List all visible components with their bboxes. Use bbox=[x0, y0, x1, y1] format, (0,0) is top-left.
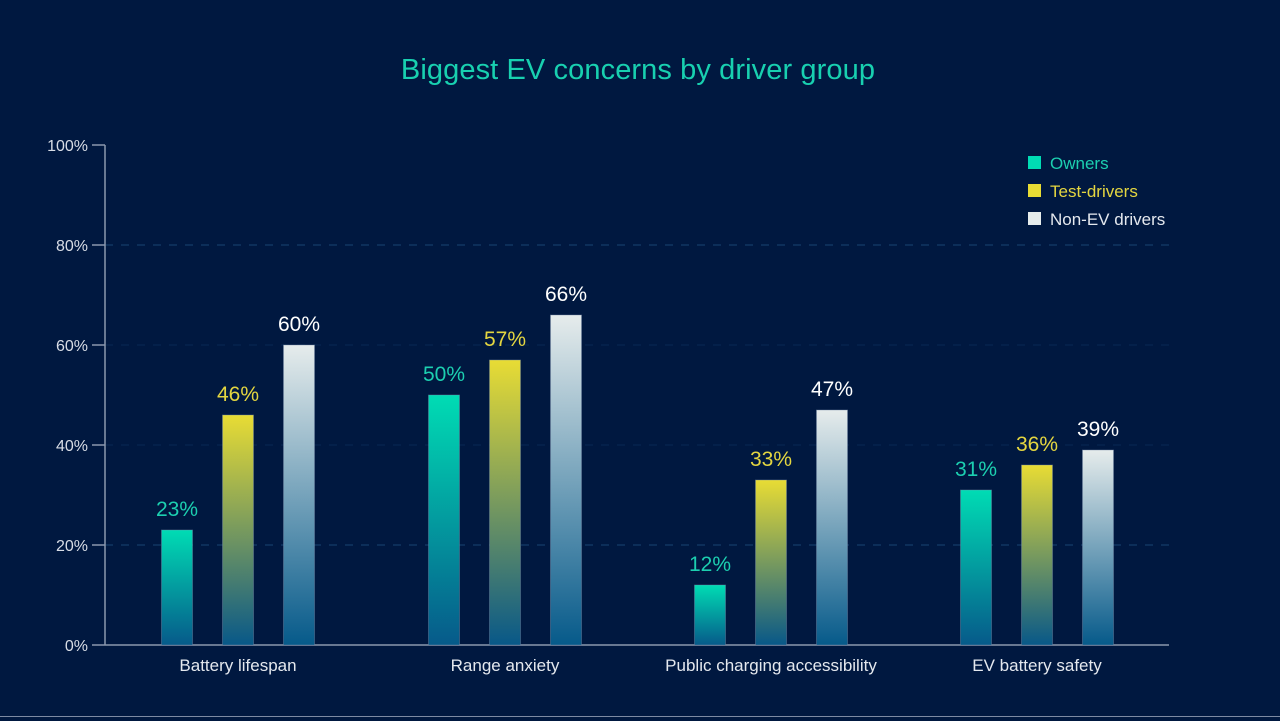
legend-swatch bbox=[1028, 212, 1041, 225]
legend-label: Non-EV drivers bbox=[1050, 210, 1165, 229]
bar-test-drivers bbox=[1021, 464, 1053, 646]
legend-label: Test-drivers bbox=[1050, 182, 1138, 201]
x-category-label: Public charging accessibility bbox=[665, 656, 877, 675]
bar-test-drivers bbox=[222, 414, 254, 646]
bar-non-ev-drivers bbox=[550, 314, 582, 646]
bar-non-ev-drivers bbox=[1082, 449, 1114, 646]
chart-title: Biggest EV concerns by driver group bbox=[400, 54, 876, 86]
bar-test-drivers bbox=[489, 359, 521, 646]
y-tick-label: 0% bbox=[65, 638, 88, 655]
data-label: 36% bbox=[1016, 433, 1058, 456]
bar-test-drivers bbox=[755, 479, 787, 646]
bar-owners bbox=[161, 529, 193, 646]
y-tick-label: 40% bbox=[56, 438, 88, 455]
axes: 0% 20% 40% 60% 80% 100% Battery lifespan Range … bbox=[47, 138, 1169, 675]
data-label: 39% bbox=[1077, 418, 1119, 441]
x-category-label: Battery lifespan bbox=[179, 656, 296, 675]
legend-swatch bbox=[1028, 184, 1041, 197]
data-label: 33% bbox=[750, 448, 792, 471]
legend: Owners Test-drivers Non-EV drivers bbox=[1028, 154, 1165, 229]
data-label: 46% bbox=[217, 383, 259, 406]
bars bbox=[161, 314, 1114, 646]
data-label: 31% bbox=[955, 458, 997, 481]
y-tick-label: 20% bbox=[56, 538, 88, 555]
legend-label: Owners bbox=[1050, 154, 1109, 173]
bar-owners bbox=[428, 394, 460, 646]
legend-swatch bbox=[1028, 156, 1041, 169]
data-label: 66% bbox=[545, 283, 587, 306]
data-labels: 23% 46% 60% 50% 57% 66% 12% 33% 47% 31% 36% 39% bbox=[156, 283, 1119, 576]
data-label: 23% bbox=[156, 498, 198, 521]
x-category-label: EV battery safety bbox=[972, 656, 1102, 675]
bar-owners bbox=[960, 489, 992, 646]
y-tick-label: 100% bbox=[47, 138, 88, 155]
y-tick-label: 80% bbox=[56, 238, 88, 255]
data-label: 57% bbox=[484, 328, 526, 351]
data-label: 12% bbox=[689, 553, 731, 576]
bar-owners bbox=[694, 584, 726, 646]
data-label: 50% bbox=[423, 363, 465, 386]
bar-non-ev-drivers bbox=[283, 344, 315, 646]
bar-non-ev-drivers bbox=[816, 409, 848, 646]
x-category-label: Range anxiety bbox=[451, 656, 560, 675]
data-label: 60% bbox=[278, 313, 320, 336]
data-label: 47% bbox=[811, 378, 853, 401]
y-tick-label: 60% bbox=[56, 338, 88, 355]
gridlines bbox=[105, 244, 1169, 546]
bottom-divider bbox=[0, 716, 1280, 717]
